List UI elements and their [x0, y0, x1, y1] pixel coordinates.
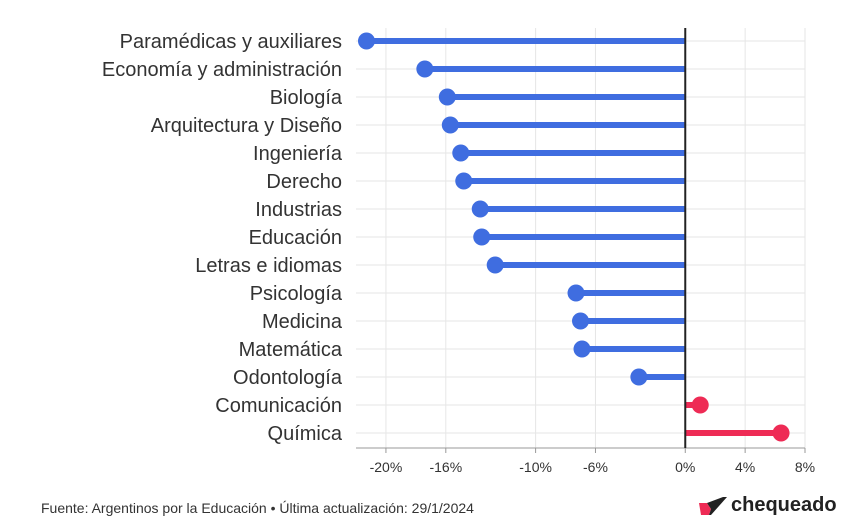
lollipop-dot	[691, 396, 709, 414]
category-label: Comunicación	[215, 395, 342, 417]
lollipop-dot	[416, 60, 434, 78]
category-labels: Paramédicas y auxiliares Economía y admin…	[102, 31, 343, 445]
x-tick-label: 4%	[735, 459, 755, 475]
stems	[366, 38, 782, 436]
dots	[357, 32, 790, 442]
lollipop-dot	[471, 200, 489, 218]
lollipop-dot	[572, 312, 589, 330]
x-tick-label: -10%	[519, 459, 552, 475]
category-label: Biología	[270, 87, 343, 109]
lollipop-dot	[452, 144, 470, 162]
lollipop-chart: -20% -16% -10% -6% 0% 4% 8% Paramédicas y auxi…	[102, 28, 815, 475]
category-label: Odontología	[233, 367, 343, 389]
chequeado-logo-icon	[699, 496, 727, 515]
category-label: Paramédicas y auxiliares	[120, 31, 342, 53]
category-label: Educación	[249, 227, 342, 249]
x-tick-label: -16%	[429, 459, 462, 475]
lollipop-dot	[438, 88, 456, 106]
category-label: Matemática	[239, 339, 343, 361]
brand-name: chequeado	[731, 494, 837, 516]
lollipop-dot	[357, 32, 375, 50]
x-tick-label: -6%	[583, 459, 608, 475]
brand-logo: chequeado	[697, 494, 837, 517]
x-tick-label: 8%	[795, 459, 815, 475]
lollipop-dot	[630, 368, 648, 386]
lollipop-dot	[455, 172, 473, 190]
x-tick-label: -20%	[370, 459, 403, 475]
category-label: Medicina	[262, 311, 343, 333]
x-tick-label: 0%	[675, 459, 695, 475]
x-axis: -20% -16% -10% -6% 0% 4% 8%	[356, 447, 815, 475]
lollipop-dot	[441, 116, 459, 134]
lollipop-dot	[772, 424, 790, 442]
source-footer: Fuente: Argentinos por la Educación • Úl…	[41, 500, 474, 516]
lollipop-dot	[473, 228, 491, 246]
category-label: Arquitectura y Diseño	[151, 115, 342, 137]
category-label: Letras e idiomas	[195, 255, 342, 277]
category-label: Derecho	[266, 171, 342, 193]
category-label: Química	[268, 423, 343, 445]
lollipop-dot	[567, 284, 585, 302]
lollipop-dot	[486, 256, 504, 274]
category-label: Ingeniería	[253, 143, 343, 165]
category-label: Psicología	[250, 283, 343, 305]
lollipop-dot	[573, 340, 591, 358]
category-label: Economía y administración	[102, 59, 342, 81]
category-label: Industrias	[255, 199, 342, 221]
